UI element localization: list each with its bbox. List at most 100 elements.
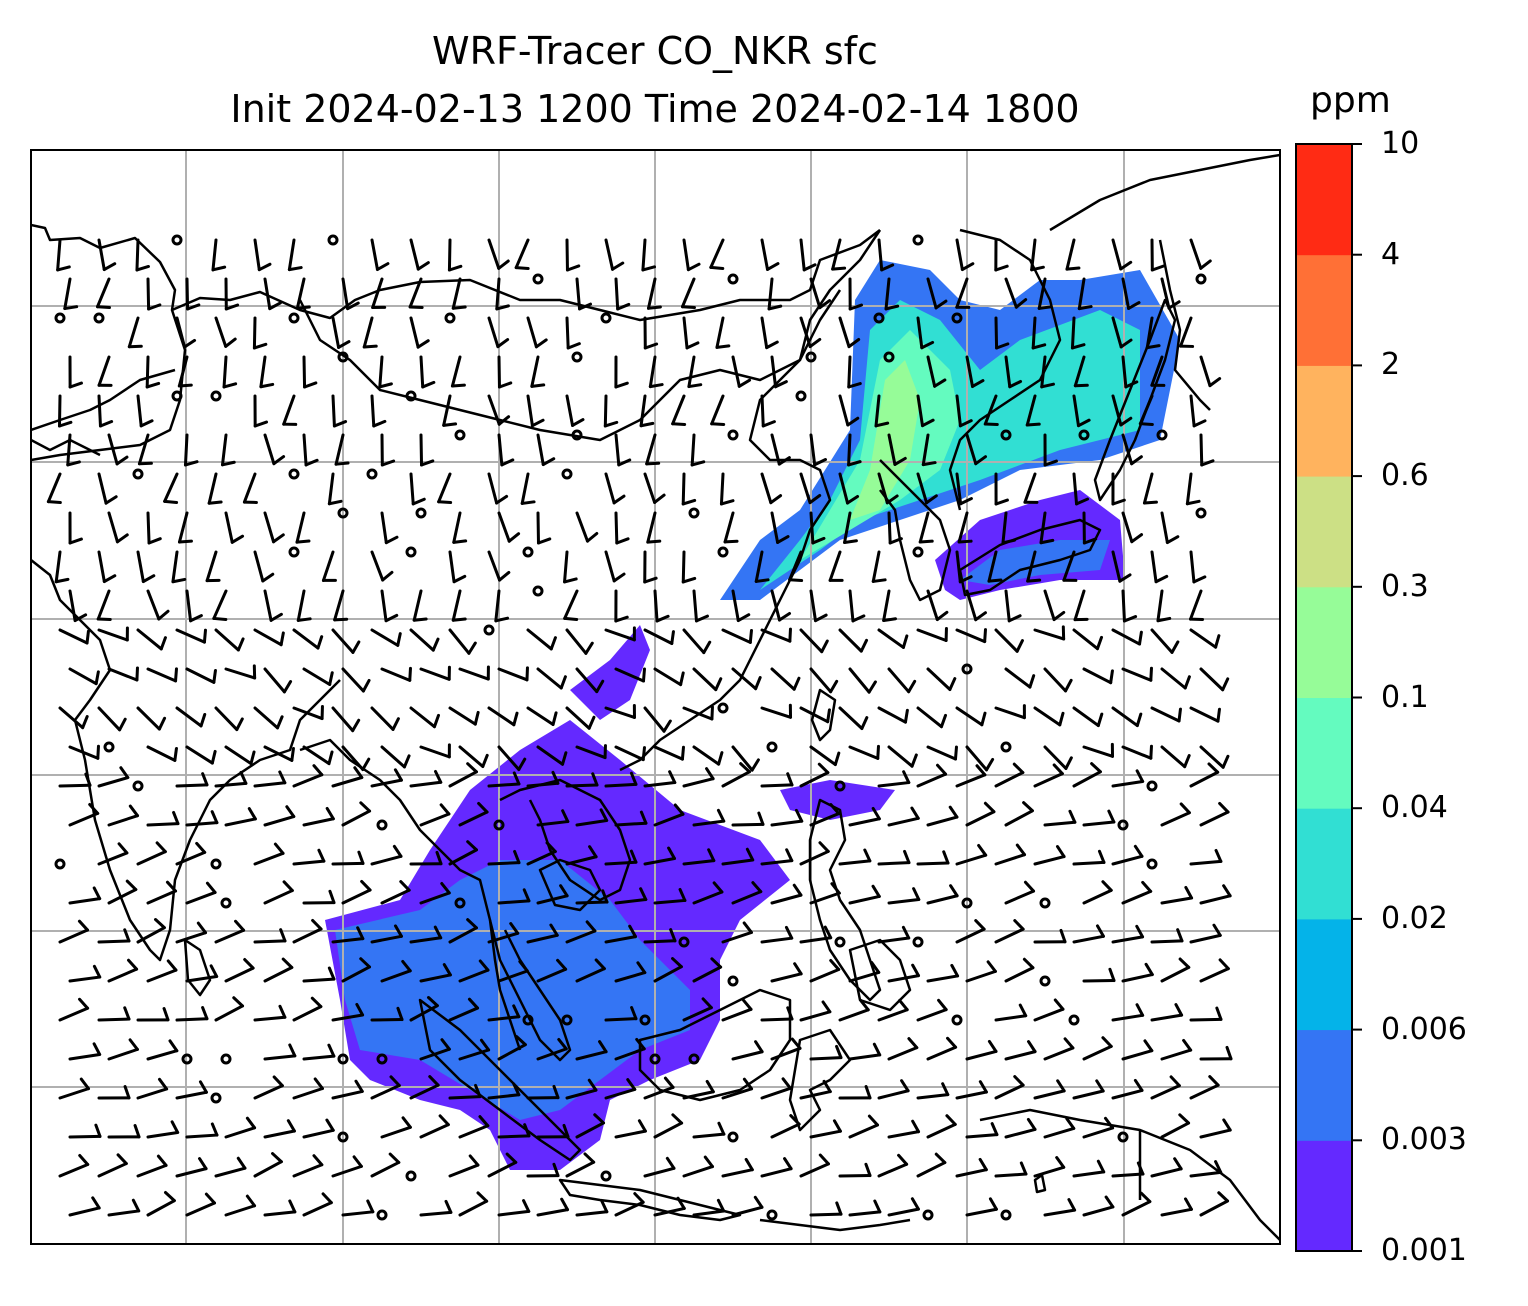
- wind-barb-staff: [731, 589, 740, 623]
- wind-barb-flag: [1052, 763, 1064, 776]
- wind-barb-flag: [817, 762, 830, 775]
- calm-wind-marker: [1195, 507, 1207, 519]
- wind-barb-staff: [692, 1209, 726, 1217]
- wind-barb-staff: [799, 771, 830, 788]
- wind-barb-flag: [115, 533, 129, 544]
- wind-barb-staff: [799, 1090, 832, 1100]
- wind-barb-flag: [311, 918, 323, 931]
- wind-barb-staff: [692, 965, 723, 983]
- wind-barb-flag: [204, 1192, 216, 1205]
- wind-barb-staff: [1189, 1170, 1223, 1178]
- wind-barb-flag: [739, 762, 751, 774]
- wind-barb-staff: [371, 277, 384, 310]
- wind-barb-flag: [224, 337, 237, 348]
- wind-barb-flag: [1127, 301, 1141, 310]
- wind-barb-staff: [799, 472, 812, 505]
- calm-wind-marker: [561, 468, 573, 480]
- wind-barb-staff: [770, 667, 796, 691]
- wind-barb-flag: [545, 841, 557, 854]
- wind-barb-flag: [1111, 498, 1126, 506]
- wind-barb-flag: [910, 753, 918, 768]
- calm-wind-marker: [337, 1131, 349, 1143]
- wind-barb-staff: [1072, 860, 1106, 866]
- wind-barb-flag: [818, 1153, 830, 1166]
- wind-barb-staff: [1072, 706, 1100, 728]
- wind-barb-flag: [1208, 377, 1222, 388]
- wind-barb-flag: [497, 415, 511, 426]
- wind-barb-staff: [1030, 238, 1037, 272]
- wind-barb-staff: [185, 890, 217, 905]
- wind-barb-staff: [1026, 550, 1037, 583]
- wind-barb-flag: [431, 637, 440, 652]
- wind-barb-flag: [712, 881, 724, 894]
- wind-barb-flag: [974, 455, 987, 466]
- wind-barb-flag: [1207, 762, 1220, 774]
- wind-barb-flag: [328, 889, 336, 905]
- wind-barb-staff: [409, 780, 443, 788]
- wind-barb-staff: [1082, 745, 1115, 758]
- wind-barb-flag: [1001, 538, 1017, 545]
- wind-barb-staff: [263, 1054, 297, 1061]
- wind-barb-staff: [809, 967, 841, 983]
- wind-barb-flag: [645, 461, 661, 466]
- wind-barb-staff: [214, 628, 240, 652]
- wind-barb-flag: [123, 1006, 131, 1021]
- wind-barb-staff: [514, 238, 530, 270]
- wind-barb-flag: [361, 757, 371, 772]
- wind-barb-staff: [955, 394, 962, 428]
- wind-barb-flag: [925, 494, 938, 505]
- wind-barb-staff: [692, 667, 718, 692]
- calm-wind-marker: [493, 819, 505, 831]
- wind-barb-staff: [682, 316, 689, 350]
- wind-barb-staff: [1189, 706, 1220, 723]
- wind-barb-flag: [380, 459, 396, 467]
- wind-barb-staff: [719, 472, 725, 506]
- wind-barb-staff: [614, 277, 620, 311]
- wind-barb-staff: [921, 433, 930, 467]
- wind-barb-flag: [94, 670, 100, 686]
- wind-barb-staff: [1121, 667, 1153, 682]
- wind-barb-flag: [1222, 884, 1232, 898]
- wind-barb-flag: [354, 1079, 364, 1093]
- plume-southeast-asia-inner: [335, 860, 690, 1120]
- wind-barb-staff: [263, 745, 294, 762]
- wind-barb-staff: [1062, 550, 1076, 582]
- wind-barb-flag: [183, 460, 199, 467]
- wind-barb-flag: [211, 265, 227, 272]
- wind-barb-flag: [1067, 1198, 1077, 1212]
- wind-barb-staff: [887, 816, 920, 827]
- wind-barb-flag: [1133, 844, 1144, 858]
- wind-barb-staff: [731, 890, 763, 905]
- wind-barb-flag: [440, 882, 451, 895]
- wind-barb-flag: [235, 717, 244, 732]
- wind-barb-flag: [478, 959, 490, 972]
- wind-barb-staff: [331, 394, 336, 428]
- wind-barb-flag: [98, 420, 114, 428]
- calm-wind-marker: [405, 1170, 417, 1182]
- wind-barb-flag: [808, 493, 822, 505]
- calm-wind-marker: [1146, 858, 1158, 870]
- wind-barb-staff: [809, 277, 822, 310]
- wind-barb-staff: [97, 394, 102, 428]
- wind-barb-flag: [273, 842, 285, 855]
- wind-barb-staff: [1043, 1126, 1076, 1139]
- wind-barb-flag: [295, 305, 311, 310]
- wind-barb-flag: [549, 636, 557, 651]
- wind-barb-staff: [175, 706, 203, 728]
- wind-barb-staff: [965, 589, 978, 622]
- wind-barb-flag: [671, 1113, 684, 1125]
- wind-barb-staff: [1199, 667, 1225, 692]
- wind-barb-flag: [396, 632, 402, 647]
- wind-barb-flag: [670, 630, 675, 646]
- wind-barb-flag: [476, 1191, 489, 1203]
- wind-barb-staff: [614, 821, 648, 827]
- wind-barb-flag: [813, 613, 828, 623]
- wind-barb-flag: [643, 342, 659, 350]
- wind-barb-staff: [370, 778, 403, 788]
- wind-barb-flag: [680, 305, 696, 309]
- calm-wind-marker: [571, 429, 583, 441]
- wind-barb-staff: [918, 511, 930, 544]
- wind-barb-staff: [723, 511, 735, 544]
- wind-barb-staff: [419, 973, 452, 983]
- wind-barb-flag: [313, 1077, 324, 1090]
